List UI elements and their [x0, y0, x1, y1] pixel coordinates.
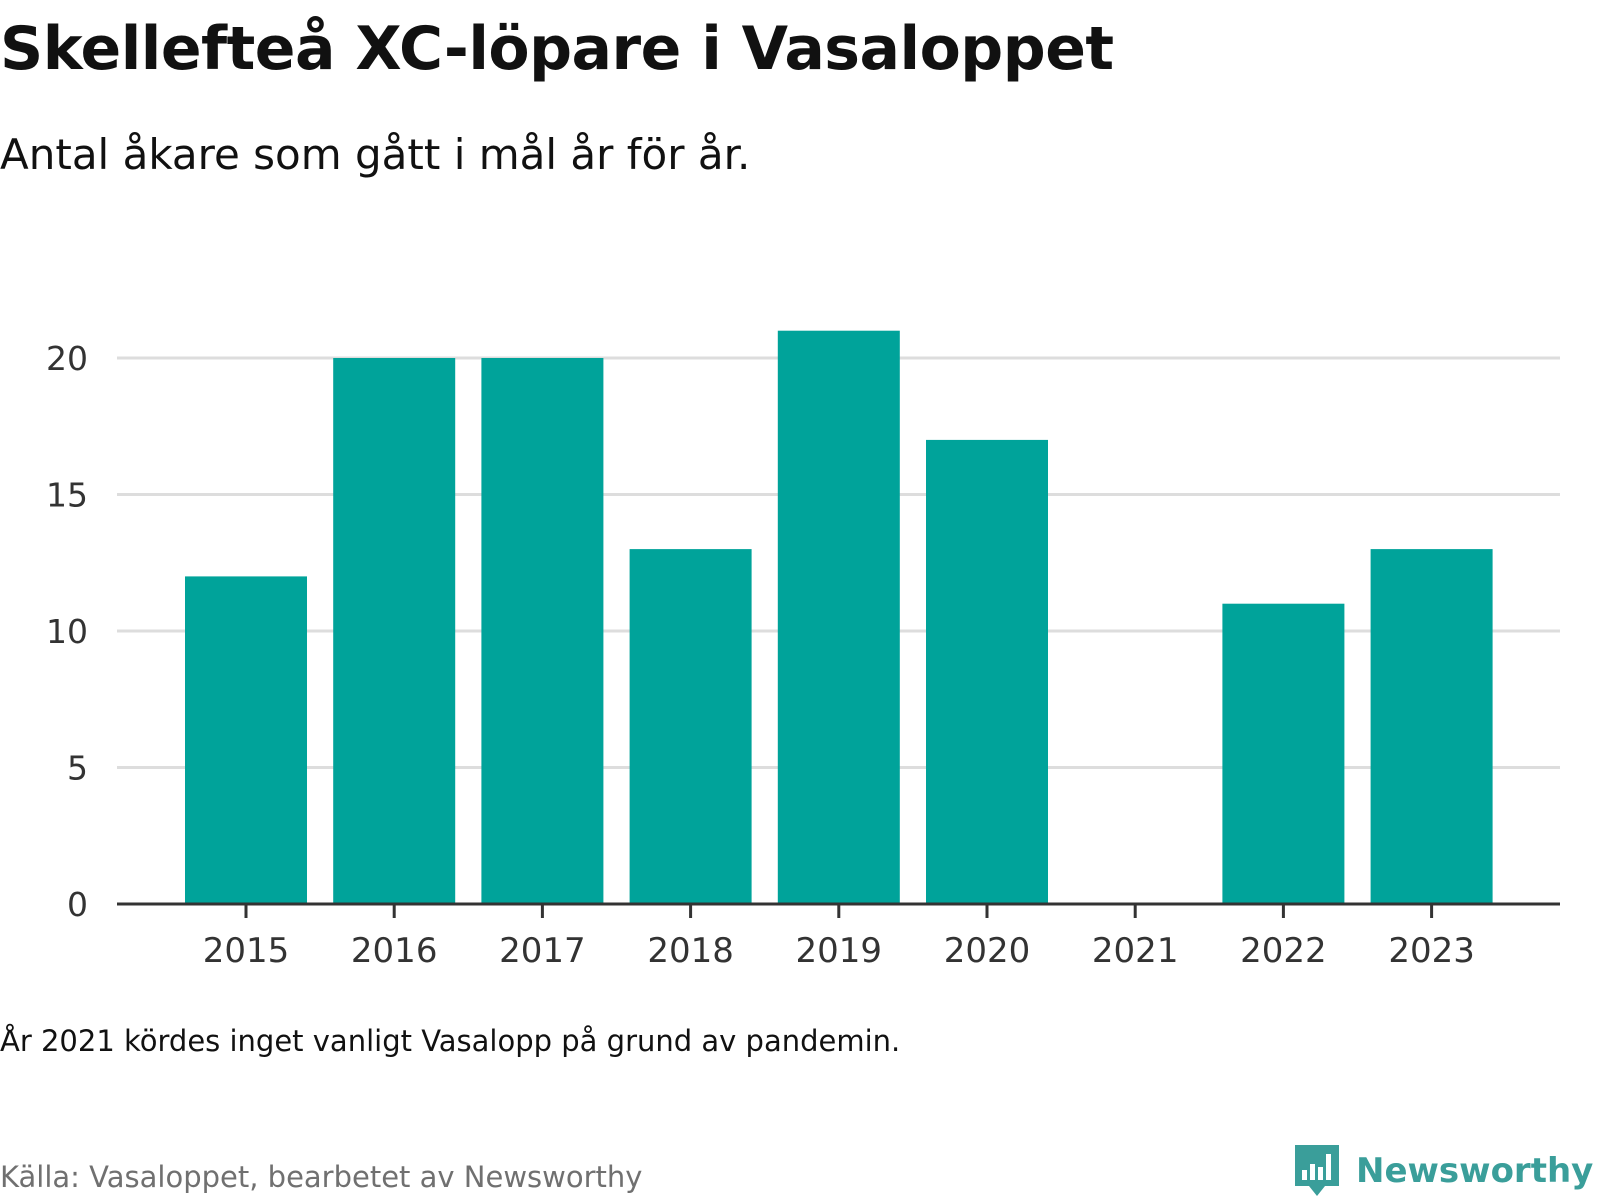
- bar-2020: [926, 439, 1048, 904]
- x-tick-label: 2017: [499, 931, 586, 971]
- bars: [185, 330, 1493, 904]
- bar-chart: 0 5 10 15 20 2015 2016 2017 2018 2019 2020 2021 202…: [46, 330, 1560, 971]
- y-tick-label: 5: [67, 749, 88, 788]
- x-axis-ticks: 2015 2016 2017 2018 2019 2020 2021 2022 2023: [203, 904, 1475, 971]
- y-axis-ticks: 0 5 10 15 20: [46, 339, 88, 924]
- x-tick-label: 2019: [796, 931, 883, 971]
- x-tick-label: 2015: [203, 931, 290, 971]
- chart-title: Skellefteå XC-löpare i Vasaloppet: [0, 14, 1114, 84]
- x-tick-label: 2020: [944, 931, 1031, 971]
- x-tick-label: 2023: [1388, 931, 1475, 971]
- x-tick-label: 2021: [1092, 931, 1179, 971]
- y-tick-label: 20: [46, 339, 88, 378]
- y-tick-label: 15: [46, 476, 88, 515]
- bar-2016: [333, 358, 456, 904]
- x-tick-label: 2018: [647, 931, 734, 971]
- y-tick-label: 10: [46, 612, 88, 651]
- chart-note: År 2021 kördes inget vanligt Vasalopp på…: [0, 1024, 901, 1058]
- logo-text: Newsworthy: [1356, 1151, 1594, 1191]
- bar-2022: [1222, 603, 1345, 904]
- bar-2018: [629, 549, 752, 904]
- bar-2017: [481, 358, 604, 904]
- bar-2019: [777, 330, 900, 904]
- newsworthy-chart-logo-icon: [1295, 1145, 1339, 1196]
- x-tick-label: 2016: [351, 931, 438, 971]
- newsworthy-logo: Newsworthy: [1292, 1142, 1593, 1200]
- chart-subtitle: Antal åkare som gått i mål år för år.: [0, 130, 751, 179]
- chart-source: Källa: Vasaloppet, bearbetet av Newswort…: [0, 1160, 643, 1194]
- bar-2015: [185, 576, 307, 904]
- y-tick-label: 0: [67, 885, 88, 924]
- bar-2023: [1370, 549, 1493, 904]
- x-tick-label: 2022: [1240, 931, 1327, 971]
